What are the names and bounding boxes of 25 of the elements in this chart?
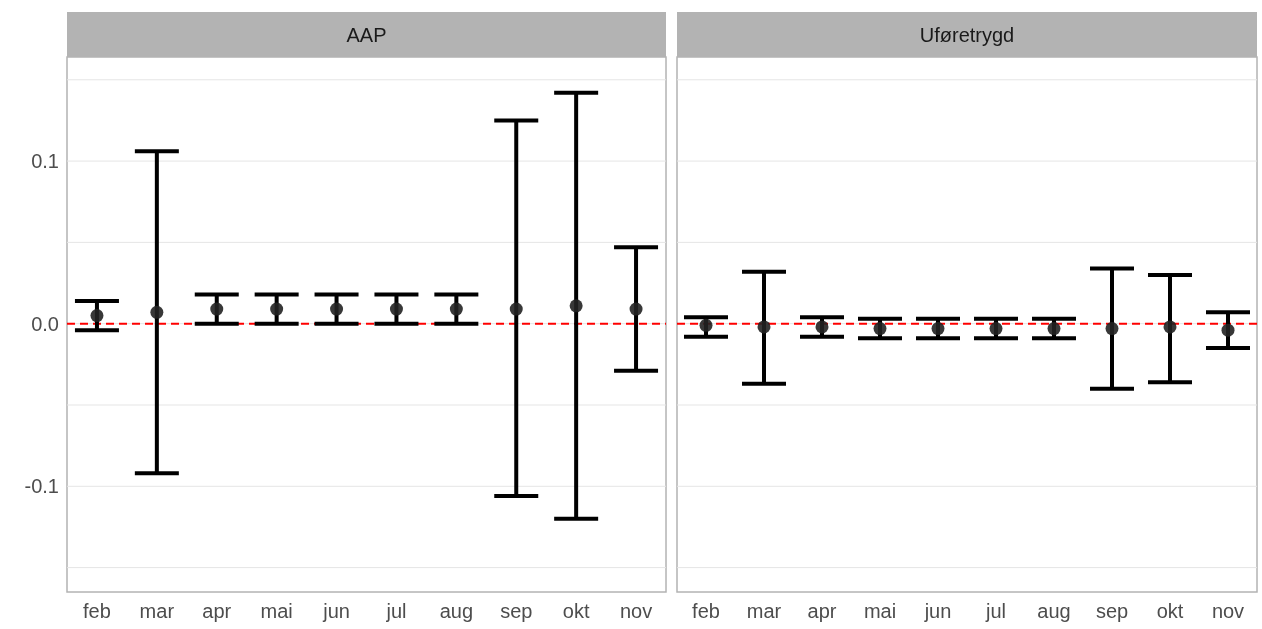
- x-tick-label: mai: [863, 600, 897, 622]
- x-tick-label: apr: [202, 600, 232, 622]
- x-tick-label: aug: [1037, 600, 1071, 622]
- x-tick-label: feb: [692, 600, 720, 622]
- x-tick-label: mar: [746, 600, 782, 622]
- x-tick-label: sep: [500, 600, 533, 622]
- chart-title: Uføretrygd: [919, 23, 1015, 46]
- x-tick-label: okt: [562, 600, 590, 622]
- x-tick-label: jul: [984, 600, 1007, 622]
- x-tick-label: jun: [322, 600, 350, 622]
- x-tick-label: okt: [1156, 600, 1184, 622]
- x-tick-label: feb: [83, 600, 111, 622]
- x-tick-label: mar: [139, 600, 175, 622]
- x-tick-label: apr: [807, 600, 837, 622]
- x-tick-label: jun: [923, 600, 952, 622]
- x-tick-label: mai: [260, 600, 293, 622]
- x-tick-label: sep: [1095, 600, 1129, 622]
- x-tick-label: nov: [1211, 600, 1245, 622]
- y-tick-label: 0.0: [31, 312, 59, 335]
- chart-title: AAP: [346, 23, 387, 46]
- x-tick-label: jul: [385, 600, 407, 622]
- x-tick-label: nov: [619, 600, 653, 622]
- y-tick-label: -0.1: [24, 475, 59, 498]
- x-tick-label: aug: [439, 600, 474, 622]
- y-tick-label: 0.1: [31, 150, 59, 173]
